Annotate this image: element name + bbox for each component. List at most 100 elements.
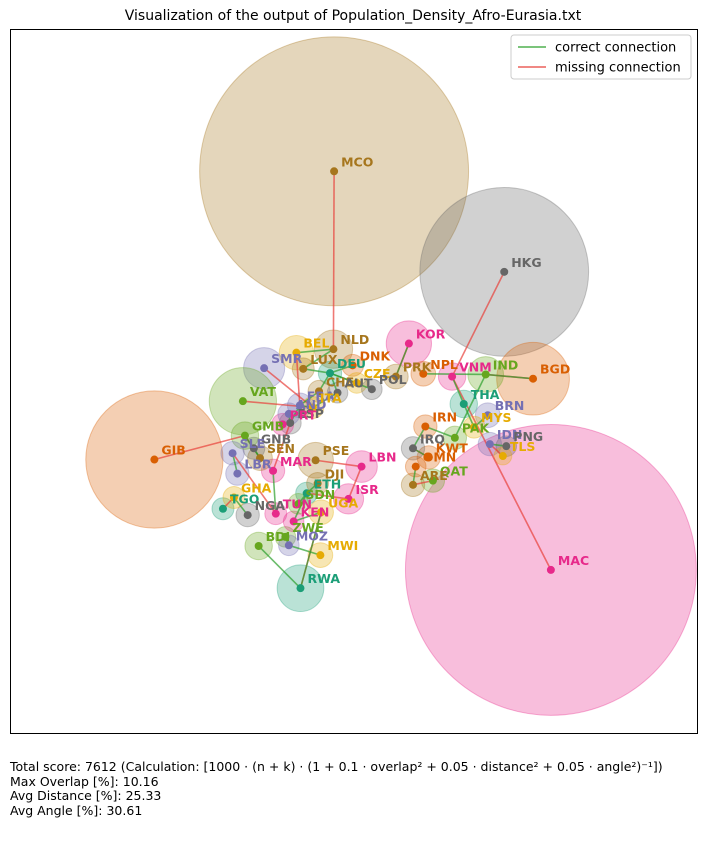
node-point-hkg <box>500 267 509 276</box>
missing-edge-lbn-isr <box>347 466 363 500</box>
node-label-lbr: LBR <box>244 457 271 472</box>
correct-edge-tun-mar <box>272 470 277 514</box>
node-label-bdi: BDI <box>266 529 291 544</box>
missing-edge-gib-gmb <box>154 434 246 461</box>
node-point-tgo <box>218 504 227 513</box>
node-label-mwi: MWI <box>327 538 358 553</box>
correct-edge-irn-pak <box>425 425 456 439</box>
correct-edge-prk-kor <box>395 343 410 377</box>
node-label-png: PNG <box>513 429 543 444</box>
node-label-irn: IRN <box>432 409 457 424</box>
node-label-zwe: ZWE <box>292 520 323 535</box>
correct-edge-aut-ita <box>312 392 338 409</box>
node-label-bel: BEL <box>303 336 329 351</box>
node-label-pse: PSE <box>323 443 350 458</box>
node-point-lux <box>299 364 308 373</box>
node-point-idn <box>485 440 494 449</box>
node-point-tha <box>459 399 468 408</box>
node-point-vat <box>238 397 247 406</box>
node-label-tun: TUN <box>283 497 312 512</box>
node-label-deu: DEU <box>337 356 366 371</box>
correct-edge-uga-rwa <box>299 512 322 589</box>
node-point-dnk <box>348 361 357 370</box>
node-point-sle <box>228 449 237 458</box>
node-label-aut: AUT <box>345 376 373 391</box>
node-label-lux: LUX <box>310 352 338 367</box>
node-point-rwa <box>296 584 305 593</box>
chart-title: Visualization of the output of Populatio… <box>124 8 582 24</box>
node-label-pol: POL <box>379 372 407 387</box>
node-point-irn <box>421 422 430 431</box>
correct-edge-tha-mys <box>463 403 475 428</box>
node-label-dji: DJI <box>325 466 345 481</box>
node-point-sdn <box>294 499 303 508</box>
node-point-gha <box>229 493 238 502</box>
node-point-cze <box>352 378 361 387</box>
node-point-fra <box>295 401 304 410</box>
correct-edge-bel-nld <box>296 348 334 354</box>
node-label-sle: SLE <box>240 436 266 451</box>
node-label-eth: ETH <box>314 476 342 491</box>
node-label-omn: OMN <box>423 450 457 465</box>
node-label-idn: IDN <box>497 427 523 442</box>
node-point-bgd <box>529 374 538 383</box>
node-point-dji <box>313 479 322 488</box>
node-point-zwe <box>281 532 290 541</box>
node-point-png <box>502 442 511 451</box>
node-label-mys: MYS <box>481 410 512 425</box>
node-point-smr <box>260 364 269 373</box>
node-point-ita <box>308 403 317 412</box>
node-label-smr: SMR <box>271 351 302 366</box>
node-point-brn <box>483 411 492 420</box>
node-points <box>150 167 555 593</box>
node-label-rwa: RWA <box>307 571 340 586</box>
node-label-isr: ISR <box>356 482 380 497</box>
node-label-gib: GIB <box>161 443 185 458</box>
node-label-tgo: TGO <box>230 492 259 507</box>
node-point-nga <box>243 511 252 520</box>
avg-distance: Avg Distance [%]: 25.33 <box>10 788 162 803</box>
node-label-kwt: KWT <box>436 440 468 455</box>
correct-edge-ind-bgd <box>485 373 534 380</box>
node-label-vat: VAT <box>250 384 277 399</box>
node-label-tha: THA <box>471 387 500 402</box>
node-point-lbn <box>357 462 366 471</box>
node-label-gha: GHA <box>241 480 272 495</box>
node-label-brn: BRN <box>495 398 525 413</box>
node-point-omn <box>411 462 420 471</box>
node-point-prt <box>278 420 287 429</box>
node-point-bdi <box>254 542 263 551</box>
node-label-sdn: SDN <box>305 487 335 502</box>
node-point-eth <box>302 489 311 498</box>
node-point-deu <box>325 369 334 378</box>
node-label-and: AND <box>296 397 327 412</box>
legend: correct connection missing connection <box>510 34 692 80</box>
node-label-hkg: HKG <box>511 255 541 270</box>
node-point-isr <box>344 494 353 503</box>
missing-edge-bel-fra <box>295 352 301 406</box>
node-label-pak: PAK <box>462 421 491 436</box>
node-label-esp: ESP <box>297 406 324 421</box>
node-label-gnb: GNB <box>261 431 291 446</box>
node-point-che <box>315 387 324 396</box>
node-label-are: ARE <box>420 468 448 483</box>
legend-missing-label: missing connection <box>555 61 681 76</box>
node-label-vnm: VNM <box>459 360 492 375</box>
node-label-kor: KOR <box>416 327 446 342</box>
node-point-are <box>408 480 417 489</box>
node-label-irq: IRQ <box>420 431 445 446</box>
node-point-nld <box>329 345 338 354</box>
node-point-pak <box>450 433 459 442</box>
node-point-aut <box>333 388 342 397</box>
node-label-npl: NPL <box>430 357 458 372</box>
missing-edge-mco-nld <box>332 171 335 350</box>
missing-edge-eth-isr <box>306 492 349 500</box>
node-point-gnb <box>249 444 258 453</box>
node-point-lbr <box>233 469 242 478</box>
node-point-mar <box>269 466 278 475</box>
node-label-qat: QAT <box>440 464 468 479</box>
node-label-moz: MOZ <box>296 528 328 543</box>
node-point-and <box>284 409 293 418</box>
node-label-che: CHE <box>326 374 354 389</box>
node-point-tls <box>498 452 507 461</box>
